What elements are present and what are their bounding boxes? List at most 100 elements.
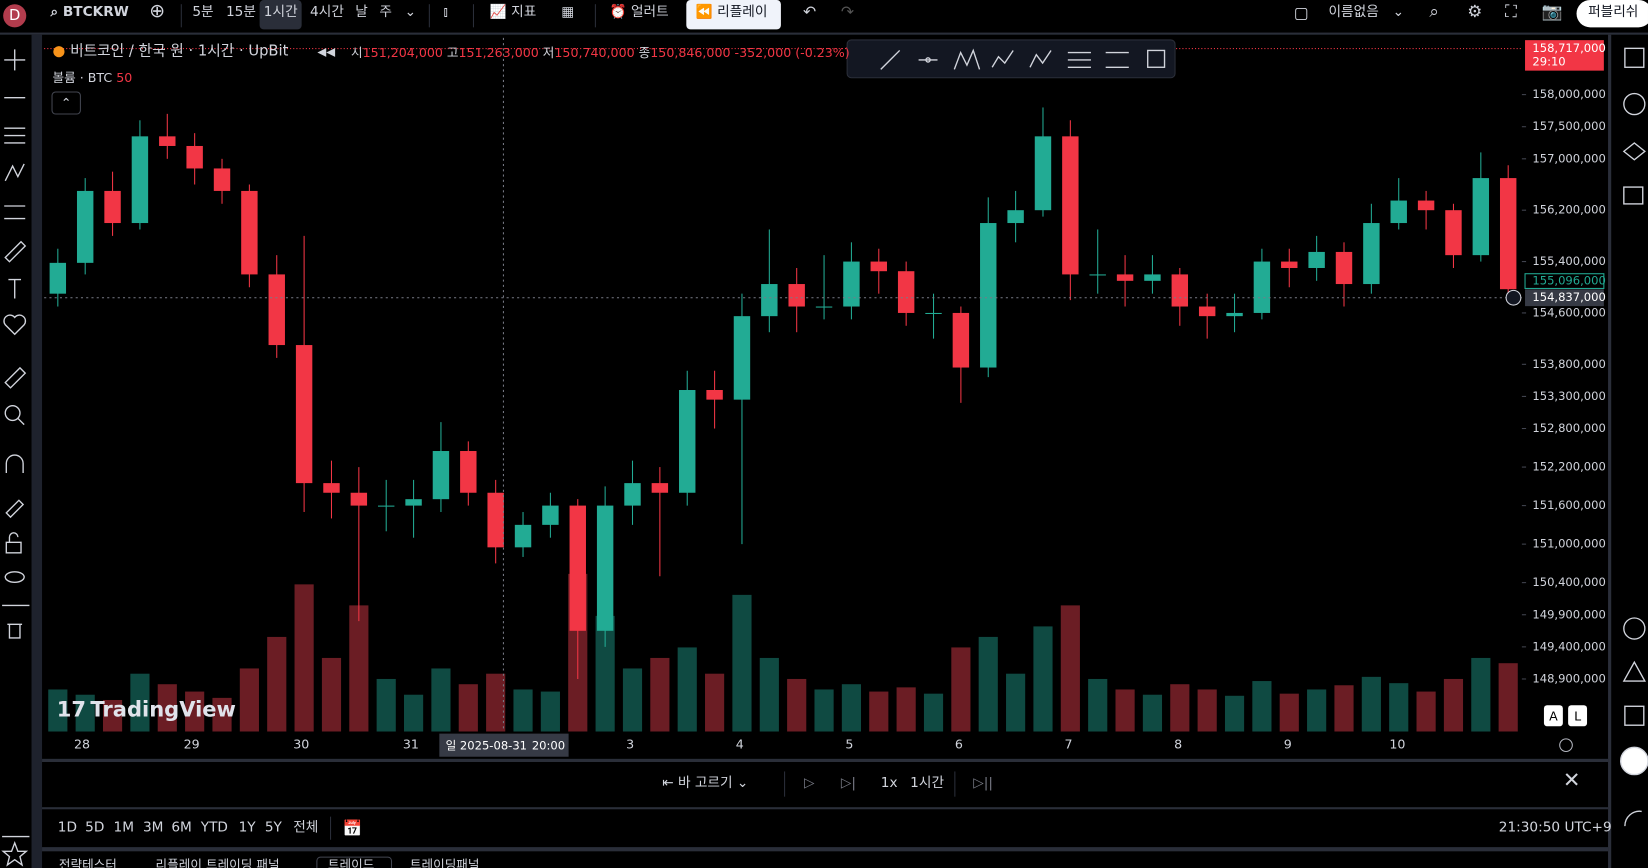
publish[interactable]: 퍼블리쉬 xyxy=(1588,4,1639,20)
volume-bar xyxy=(732,594,752,732)
symbol[interactable]: ⌕ BTCKRW xyxy=(50,3,128,22)
candle-body xyxy=(1253,261,1271,313)
indicators[interactable]: 📈 지표 xyxy=(489,4,537,20)
y-tick-label: 156,200,000 xyxy=(1532,203,1605,217)
jump-realtime[interactable]: ▷|| xyxy=(973,775,993,792)
volume-bar xyxy=(267,636,287,732)
replay-speed[interactable]: 1x xyxy=(880,775,898,792)
interval[interactable]: 4시간 xyxy=(310,4,344,20)
volume-bar xyxy=(376,678,396,732)
candle-body xyxy=(1308,251,1325,268)
scale-button-label[interactable]: L xyxy=(1574,708,1581,723)
layout-icon[interactable]: ▢ xyxy=(1293,3,1309,23)
candle-body xyxy=(159,136,176,146)
candle-body xyxy=(1363,223,1380,285)
replay[interactable]: ⏪ 리플레이 xyxy=(695,4,768,20)
y-tick-label: 150,400,000 xyxy=(1532,575,1605,589)
candle-body xyxy=(1062,136,1079,275)
interval[interactable]: 날 xyxy=(355,4,368,20)
collapse-legend[interactable]: ◀◀ xyxy=(317,45,336,59)
layouts[interactable]: ▦ xyxy=(561,4,575,20)
volume-bar xyxy=(48,689,68,732)
indicators-label[interactable]: 지표 xyxy=(511,4,537,20)
range-button[interactable]: 3M xyxy=(142,819,164,836)
candle-body xyxy=(350,492,368,506)
left-tools[interactable] xyxy=(1,49,30,867)
range-button[interactable]: 5D xyxy=(85,819,105,836)
collapse-button[interactable]: ⌃ xyxy=(51,91,81,115)
interval[interactable]: 5분 xyxy=(192,4,214,20)
select-bar-label[interactable]: 바 고르기 xyxy=(677,775,733,792)
separator xyxy=(428,4,430,28)
volume-bar xyxy=(75,694,95,732)
interval[interactable]: 15분 xyxy=(225,4,256,20)
candle-body xyxy=(487,492,504,548)
drawing-tools[interactable] xyxy=(880,48,1166,70)
select-bar[interactable]: ⇤ 바 고르기 ⌄ xyxy=(662,775,749,792)
last-price-tag xyxy=(1525,40,1604,71)
step-forward[interactable]: ▷| xyxy=(840,775,856,792)
layout-name[interactable]: 이름없음 xyxy=(1328,4,1379,20)
layout-dropdown[interactable]: ⌄ xyxy=(1392,4,1405,20)
bottom-tab[interactable]: 트레이딩패널 xyxy=(409,857,480,868)
undo[interactable]: ↶ xyxy=(802,2,817,22)
volume-bar xyxy=(102,699,123,732)
volume-bar xyxy=(1307,689,1327,732)
add-symbol[interactable]: ⊕ xyxy=(149,0,166,23)
interval-dropdown[interactable]: ⌄ xyxy=(404,4,417,20)
candle-body xyxy=(1089,274,1106,276)
range-button[interactable]: 전체 xyxy=(293,819,319,836)
replay-interval[interactable]: 1시간 xyxy=(910,775,945,792)
watermark: TradingView xyxy=(90,696,236,721)
legend-title-text: 비트코인 / 한국 원 · 1시간 · UpBit xyxy=(70,43,289,60)
bottom-tab[interactable]: 트레이드 xyxy=(327,857,375,868)
replay-button[interactable] xyxy=(686,0,781,30)
screenshot[interactable]: 📷 xyxy=(1541,1,1563,22)
range-button[interactable]: 6M xyxy=(171,819,192,836)
scale-button-label[interactable]: A xyxy=(1549,708,1558,723)
ohlc-value: 151,263,000 xyxy=(458,45,539,60)
candle-body xyxy=(131,136,149,224)
alert-label[interactable]: 얼러트 xyxy=(630,4,669,20)
fullscreen[interactable]: ⛶ xyxy=(1505,1,1517,22)
candle-body xyxy=(1335,251,1353,285)
symbol-text[interactable]: BTCKRW xyxy=(62,4,129,20)
volume-bar xyxy=(896,687,916,732)
candle-body xyxy=(432,451,450,500)
alert[interactable]: ⏰ 얼러트 xyxy=(609,4,669,20)
interval[interactable]: 1시간 xyxy=(263,4,298,20)
play[interactable]: ▷ xyxy=(804,775,815,792)
interval-active xyxy=(259,0,302,30)
goto-date[interactable]: 📅 xyxy=(342,818,363,838)
interval[interactable]: 주 xyxy=(379,4,392,20)
y-tick-label: 152,800,000 xyxy=(1532,421,1605,435)
candle-body xyxy=(1144,274,1161,281)
candle-body xyxy=(104,190,121,224)
search-icon: ⌕ xyxy=(50,4,63,20)
range-button[interactable]: 1M xyxy=(113,819,135,836)
divider xyxy=(0,32,1648,35)
range-button[interactable]: YTD xyxy=(200,819,228,836)
quick-search[interactable]: ⌕ xyxy=(1429,1,1439,22)
range-button[interactable]: 5Y xyxy=(264,819,282,836)
close-replay[interactable]: ✕ xyxy=(1562,767,1581,793)
avatar[interactable]: D xyxy=(3,4,27,28)
candle-body xyxy=(542,505,559,525)
candle-body xyxy=(1445,210,1462,256)
publish-button[interactable] xyxy=(1576,0,1648,28)
redo[interactable]: ↷ xyxy=(840,2,855,22)
candle-body xyxy=(213,168,231,191)
chart-type[interactable]: ⫾ xyxy=(443,4,448,20)
range-button[interactable]: 1D xyxy=(57,819,78,836)
scale-button[interactable] xyxy=(1568,705,1588,727)
settings[interactable]: ⚙ xyxy=(1467,1,1483,22)
settings-icon[interactable] xyxy=(1559,738,1573,753)
bottom-tab[interactable]: 리플레이 트레이딩 패널 xyxy=(155,857,280,868)
volume-bar xyxy=(458,684,478,732)
range-button[interactable]: 1Y xyxy=(238,819,256,836)
right-sidebar[interactable] xyxy=(1619,47,1648,827)
replay-label[interactable]: 리플레이 xyxy=(717,4,768,20)
scale-button[interactable] xyxy=(1543,705,1563,727)
bottom-tab[interactable]: 전략테스터 xyxy=(58,857,117,868)
